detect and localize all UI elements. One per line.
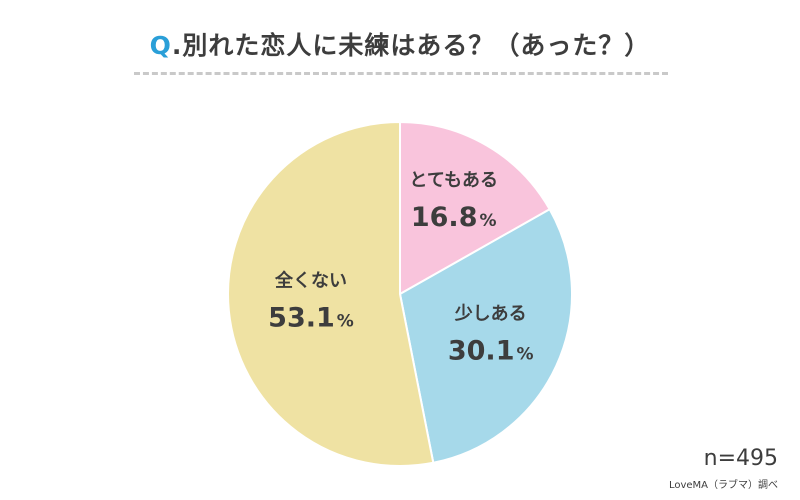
slice-label-3: 全くない xyxy=(274,270,347,292)
pie-slice-1 xyxy=(399,120,552,296)
source-credit: LoveMA（ラブマ）調べ xyxy=(668,480,778,491)
sample-size: n=495 xyxy=(703,446,778,471)
pie-slice-3 xyxy=(227,120,435,467)
slice-label-1: とてもある xyxy=(409,170,498,191)
question-text: .別れた恋人に未練はある？（あった？） xyxy=(171,31,651,60)
title-divider xyxy=(134,72,668,75)
slice-label-2: 少しある xyxy=(454,304,527,325)
question-mark-label: Q xyxy=(149,31,172,60)
chart-title: Q.別れた恋人に未練はある？（あった？） xyxy=(0,26,800,62)
pie-slice-2 xyxy=(398,207,573,464)
